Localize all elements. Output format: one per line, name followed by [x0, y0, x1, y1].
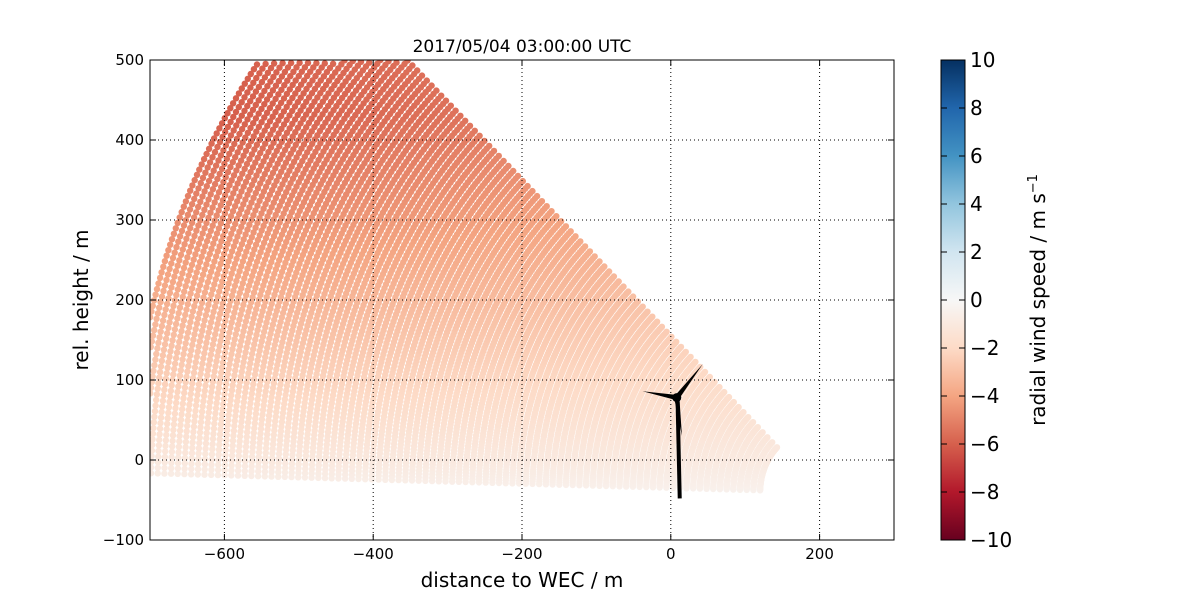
scatter-point — [653, 318, 661, 325]
scatter-point — [692, 358, 699, 366]
scatter-point — [687, 353, 694, 361]
scatter-point — [538, 198, 546, 205]
scatter-point — [668, 333, 675, 340]
scatter-point — [773, 444, 781, 451]
scatter-point — [769, 439, 776, 446]
scatter-point — [673, 338, 680, 345]
scatter-point — [716, 383, 723, 391]
scatter-point — [562, 223, 570, 230]
scatter-point — [721, 388, 728, 396]
scatter-point — [764, 434, 771, 441]
scatter-point — [730, 398, 737, 406]
scatter-point — [610, 273, 618, 280]
scatter-point — [596, 258, 603, 265]
scatter-point — [543, 203, 550, 210]
scatter-point — [557, 218, 565, 225]
scatter-point — [581, 243, 589, 250]
scatter-point — [740, 409, 747, 416]
scatter-point — [658, 323, 666, 330]
scatter-point — [577, 238, 584, 245]
scatter-point — [629, 293, 637, 300]
scatter-point — [601, 263, 608, 270]
scatter-point — [605, 268, 613, 275]
scatter-points — [150, 60, 781, 494]
scatter-point — [639, 303, 646, 310]
scatter-point — [649, 313, 656, 320]
scatter-point — [586, 248, 594, 255]
scatter-point — [548, 208, 555, 215]
scatter-point — [644, 308, 651, 315]
scatter-point — [615, 278, 622, 285]
scatter-point — [735, 403, 742, 411]
scatter-point — [701, 368, 709, 376]
scatter-point — [759, 429, 766, 436]
scatter-point — [533, 192, 541, 200]
scatter-point — [553, 213, 560, 220]
scatter-point — [677, 343, 685, 351]
scatter-point — [754, 424, 761, 431]
scatter-point — [567, 228, 574, 235]
scatter-point — [572, 233, 579, 240]
scatter-point — [745, 414, 752, 421]
scatter-point — [682, 348, 689, 356]
scatter-point — [706, 373, 713, 381]
scatter-point — [625, 288, 632, 295]
chart-title: 2017/05/04 03:00:00 UTC — [413, 37, 632, 57]
scatter-point — [634, 298, 642, 305]
scatter-point — [725, 393, 733, 401]
scatter-point — [663, 328, 670, 335]
scatter-point — [529, 187, 536, 195]
scatter-point — [620, 283, 627, 290]
scatter-point — [749, 419, 757, 426]
scatter-point — [591, 253, 598, 260]
